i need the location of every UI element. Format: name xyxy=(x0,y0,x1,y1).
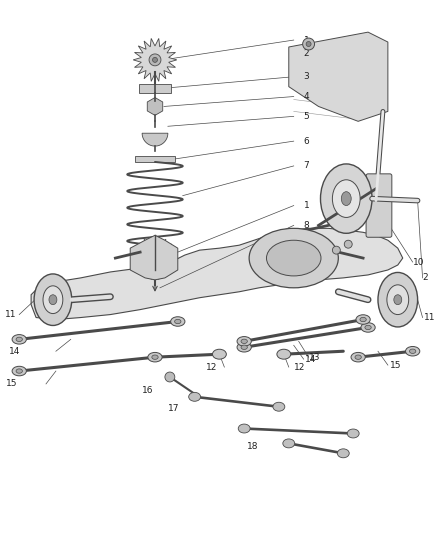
Text: 5: 5 xyxy=(304,112,309,121)
Bar xyxy=(135,156,175,162)
Ellipse shape xyxy=(273,402,285,411)
Ellipse shape xyxy=(356,315,370,324)
Bar xyxy=(139,84,171,93)
Ellipse shape xyxy=(165,372,175,382)
Text: 10: 10 xyxy=(413,257,424,266)
Ellipse shape xyxy=(387,285,409,314)
Text: 11: 11 xyxy=(5,310,17,319)
Ellipse shape xyxy=(189,392,201,401)
Polygon shape xyxy=(142,133,168,146)
Ellipse shape xyxy=(241,345,247,350)
Ellipse shape xyxy=(148,352,162,362)
Text: 18: 18 xyxy=(247,442,259,451)
Text: 2: 2 xyxy=(423,273,428,282)
Ellipse shape xyxy=(378,272,417,327)
Polygon shape xyxy=(289,32,388,122)
Ellipse shape xyxy=(152,58,158,62)
Text: 8: 8 xyxy=(304,221,309,230)
Ellipse shape xyxy=(34,274,72,326)
Ellipse shape xyxy=(212,349,226,359)
Ellipse shape xyxy=(332,180,360,217)
Ellipse shape xyxy=(249,228,338,288)
Ellipse shape xyxy=(410,349,416,353)
Ellipse shape xyxy=(152,256,158,261)
Text: 16: 16 xyxy=(142,386,154,395)
Polygon shape xyxy=(130,235,178,280)
Ellipse shape xyxy=(394,295,402,305)
Text: 1: 1 xyxy=(304,201,309,210)
Text: 14: 14 xyxy=(305,354,316,364)
Ellipse shape xyxy=(241,339,247,343)
Ellipse shape xyxy=(12,366,26,376)
Text: 11: 11 xyxy=(424,313,435,322)
Ellipse shape xyxy=(175,319,181,324)
Text: 3: 3 xyxy=(304,72,309,81)
Ellipse shape xyxy=(149,54,161,66)
Text: 15: 15 xyxy=(390,361,401,369)
Text: 4: 4 xyxy=(304,92,309,101)
Ellipse shape xyxy=(266,240,321,276)
Ellipse shape xyxy=(355,355,361,359)
Text: 17: 17 xyxy=(168,404,180,413)
Ellipse shape xyxy=(321,164,372,233)
Ellipse shape xyxy=(332,246,340,254)
Ellipse shape xyxy=(43,286,63,313)
Ellipse shape xyxy=(237,343,251,352)
Ellipse shape xyxy=(277,349,291,359)
Ellipse shape xyxy=(365,325,371,329)
Ellipse shape xyxy=(149,252,161,264)
Ellipse shape xyxy=(237,336,251,346)
Polygon shape xyxy=(133,237,177,279)
Ellipse shape xyxy=(238,424,250,433)
Ellipse shape xyxy=(361,322,375,332)
Text: 12: 12 xyxy=(206,362,217,372)
Polygon shape xyxy=(133,38,177,82)
Ellipse shape xyxy=(306,42,311,46)
Text: 2: 2 xyxy=(304,50,309,59)
Text: 13: 13 xyxy=(309,353,320,362)
Ellipse shape xyxy=(171,317,185,326)
Text: 7: 7 xyxy=(304,161,309,171)
Ellipse shape xyxy=(303,38,314,50)
Text: 14: 14 xyxy=(9,347,21,356)
Ellipse shape xyxy=(283,439,295,448)
Text: 1: 1 xyxy=(304,36,309,45)
Ellipse shape xyxy=(351,352,365,362)
Polygon shape xyxy=(147,98,163,115)
Ellipse shape xyxy=(337,449,349,458)
Text: 15: 15 xyxy=(6,379,18,389)
Text: 9: 9 xyxy=(304,244,309,253)
Polygon shape xyxy=(31,228,403,319)
FancyBboxPatch shape xyxy=(366,174,392,237)
Ellipse shape xyxy=(16,337,22,342)
Ellipse shape xyxy=(152,355,158,359)
Ellipse shape xyxy=(344,240,352,248)
Text: 12: 12 xyxy=(294,362,305,372)
Ellipse shape xyxy=(347,429,359,438)
Ellipse shape xyxy=(49,295,57,305)
Ellipse shape xyxy=(360,317,366,322)
Text: 6: 6 xyxy=(304,136,309,146)
Ellipse shape xyxy=(16,369,22,373)
Ellipse shape xyxy=(406,346,420,356)
Ellipse shape xyxy=(12,335,26,344)
Ellipse shape xyxy=(341,192,351,206)
